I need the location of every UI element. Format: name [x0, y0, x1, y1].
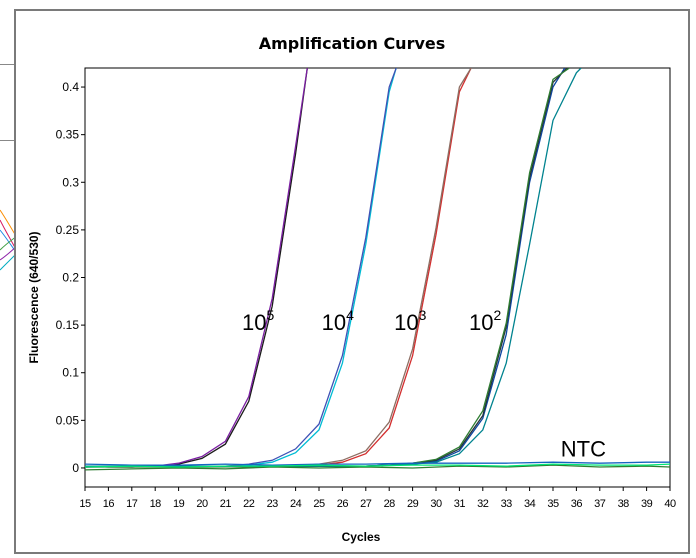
x-tick-label: 18 — [150, 498, 162, 510]
amplification-chart: Amplification Curves 0 0.05 0.1 0.15 0.2 0.25… — [27, 34, 676, 544]
x-tick-label: 31 — [454, 498, 466, 510]
y-tick-label: 0 — [72, 461, 79, 475]
plot-area — [84, 67, 671, 488]
x-tick-label: 21 — [220, 498, 232, 510]
x-tick-label: 22 — [243, 498, 255, 510]
series-line-12 — [85, 464, 670, 471]
y-tick-label: 0.4 — [62, 80, 79, 94]
annotations: 105 104 103 102 NTC — [242, 307, 606, 462]
x-tick-label: 19 — [173, 498, 185, 510]
x-tick-label: 40 — [664, 498, 676, 510]
x-axis-label: Cycles — [342, 530, 381, 544]
x-tick-label: 26 — [337, 498, 349, 510]
curve-annotation: NTC — [561, 437, 606, 462]
y-tick-label: 0.05 — [56, 413, 80, 427]
x-tick-label: 32 — [477, 498, 489, 510]
y-tick-label: 0.35 — [56, 128, 80, 142]
curve-annotation: 104 — [322, 307, 354, 335]
x-tick-label: 20 — [196, 498, 208, 510]
x-tick-label: 23 — [267, 498, 279, 510]
y-tick-label: 0.1 — [62, 366, 79, 380]
y-tick-label: 0.3 — [62, 175, 79, 189]
x-axis-ticks: 15 16 17 18 19 20 21 22 23 24 25 26 27 28 29 30 31 32 33 34… — [79, 487, 676, 510]
x-tick-label: 25 — [313, 498, 325, 510]
y-tick-label: 0.15 — [56, 318, 80, 332]
y-axis-ticks: 0 0.05 0.1 0.15 0.2 0.25 0.3 0.35 0.4 — [56, 80, 85, 475]
series-line-13 — [85, 463, 670, 468]
y-tick-label: 0.25 — [56, 223, 80, 237]
chart-window: Amplification Curves 0 0.05 0.1 0.15 0.2 0.25… — [14, 9, 690, 554]
series-line-11 — [85, 461, 670, 466]
x-tick-label: 15 — [79, 498, 91, 510]
x-tick-label: 37 — [594, 498, 606, 510]
y-tick-label: 0.2 — [62, 271, 79, 285]
x-tick-label: 28 — [384, 498, 396, 510]
x-tick-label: 27 — [360, 498, 372, 510]
x-tick-label: 35 — [547, 498, 559, 510]
x-tick-label: 16 — [103, 498, 115, 510]
x-tick-label: 38 — [618, 498, 630, 510]
x-tick-label: 34 — [524, 498, 536, 510]
x-tick-label: 39 — [641, 498, 653, 510]
curve-annotation: 105 — [242, 307, 274, 335]
series-layer — [85, 68, 670, 471]
x-tick-label: 36 — [571, 498, 583, 510]
x-tick-label: 17 — [126, 498, 138, 510]
x-tick-label: 29 — [407, 498, 419, 510]
x-tick-label: 33 — [501, 498, 513, 510]
curve-annotation: 102 — [469, 307, 501, 335]
chart-title: Amplification Curves — [259, 34, 446, 53]
x-tick-label: 30 — [430, 498, 442, 510]
y-axis-label: Fluorescence (640/530) — [27, 231, 41, 363]
x-tick-label: 24 — [290, 498, 302, 510]
curve-annotation: 103 — [394, 307, 426, 335]
